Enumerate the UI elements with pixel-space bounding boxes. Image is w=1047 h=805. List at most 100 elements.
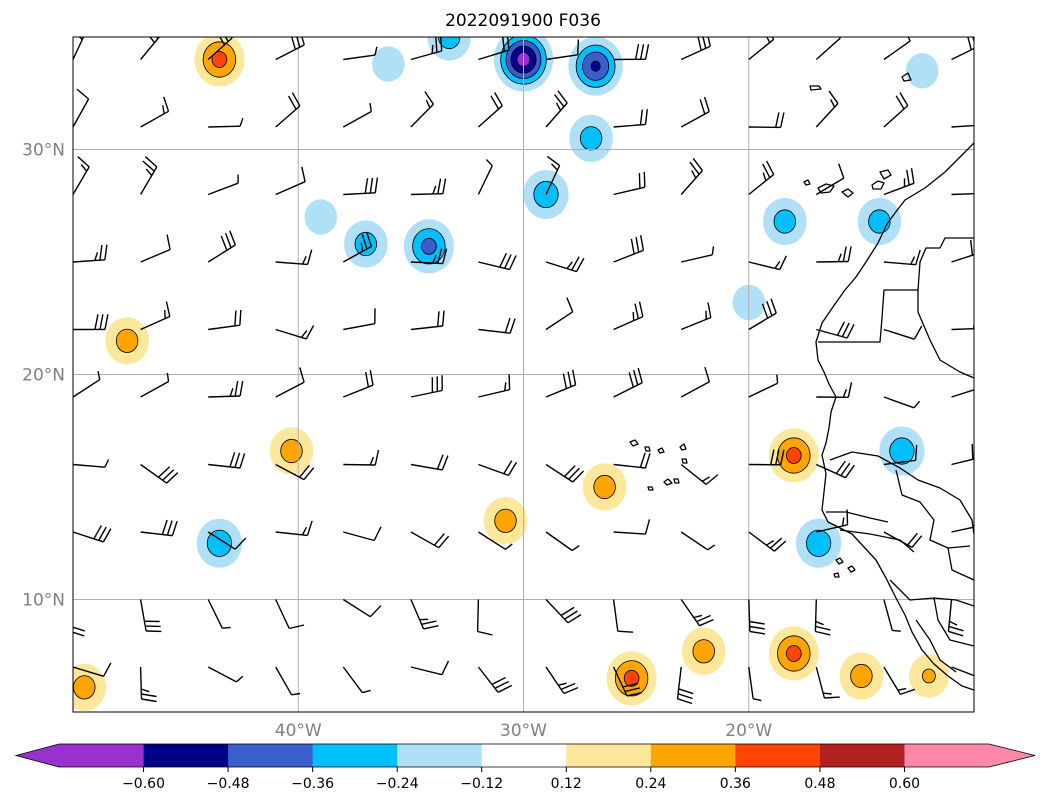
wind-barb [410,531,450,549]
wind-barb [883,666,916,696]
wind-barb [140,37,161,60]
contour-positive [839,652,884,700]
island-capeverde-3 [657,447,665,454]
wind-barb [207,230,236,263]
contour-positive [768,626,819,681]
wind-barb [342,102,372,128]
wind-barb [680,37,711,61]
wind-barb [748,666,762,702]
wind-barb [545,90,568,128]
wind-barb [478,531,513,550]
coastlines [629,72,974,691]
contour-negative [403,219,454,274]
lat-tick-label: 10°N [22,591,65,611]
colorbar-segment [819,744,905,767]
wind-barb [342,231,372,263]
wind-barb [748,531,787,552]
wind-barb [343,177,379,196]
border-inner-3 [839,529,915,553]
wind-barb [816,246,852,263]
wind-barb [275,166,306,196]
wind-barb [275,599,305,630]
contour-positive [73,663,107,711]
contour-fill-0.48 [591,61,601,72]
contour-line [614,660,649,697]
contour-negative [879,426,925,476]
wind-barb [883,168,915,196]
wind-barb [680,531,716,551]
contour-line [280,438,303,464]
contour-line [868,209,891,234]
wind-barb [815,90,839,128]
colorbar-tick-label: −0.36 [291,776,334,792]
island-capeverde-4 [679,443,687,451]
wind-barb [139,156,158,195]
wind-barb [73,662,112,677]
contour-fill-0.36 [212,51,227,68]
wind-barb [275,520,313,537]
contour-fill-0.36 [786,645,802,662]
wind-barb [748,374,779,398]
island-bissagos [833,557,856,578]
wind-barb [545,369,577,398]
contour-fill-0.24 [889,437,915,465]
border-senegal [829,451,961,501]
wind-barb [410,454,449,471]
wind-barb [883,92,909,128]
border-inner-5 [915,619,957,673]
wind-barb [815,163,845,196]
wind-barb [951,389,974,398]
colorbar-tick-label: 0.48 [804,776,835,792]
wind-barb [612,599,634,633]
wind-barb [680,96,710,128]
wind-barb [140,372,170,398]
wind-barb [410,178,447,196]
contour-fill-0.24 [438,37,460,49]
wind-barb [681,246,715,263]
wind-barb [816,382,853,398]
wind-barb [477,159,493,195]
contour-negative [763,197,807,246]
wind-barb [951,240,974,263]
contour-positive [606,651,657,706]
wind-barb [343,370,374,398]
border-mauritania [917,290,974,379]
wind-barb [883,444,918,466]
colorbar-tick-label: −0.24 [376,776,419,792]
contour-fill-0.12 [905,53,939,89]
contour-fill-0.36 [624,670,639,687]
wind-barb [613,109,648,128]
contour-fill-0.24 [207,530,232,557]
contour-line [438,37,461,50]
chart-title: 2022091900 F036 [445,11,601,31]
border-inner-2 [826,511,889,523]
wind-barb [342,666,371,694]
wind-barb [613,171,646,196]
wind-barb [477,666,513,693]
border-inner-6 [959,499,974,535]
contour-fill-0.24 [73,675,96,699]
lon-tick-label: 20°W [725,721,772,741]
wind-barb [140,519,178,537]
island-madeira [809,85,822,91]
wind-barb [410,91,434,128]
contour-negative [427,37,471,61]
colorbar: −0.60 −0.48 −0.36 −0.24 −0.12 0.12 0.24 0.36 0.4… [14,743,1036,792]
wind-barb [883,531,923,549]
wind-barb [476,599,493,636]
colorbar-segment [312,744,398,767]
wind-barb [748,449,785,466]
contour-positive [105,317,149,365]
contour-line [777,635,811,672]
wind-barb [73,88,90,128]
wind-barb [208,117,244,128]
wind-barb [676,666,694,705]
wind-barb [208,380,244,398]
contour-line [582,51,610,81]
contour-line [623,669,640,687]
wind-barb [545,599,582,624]
contour-line [785,447,802,464]
wind-barb [545,463,585,483]
contour-line [206,529,232,557]
